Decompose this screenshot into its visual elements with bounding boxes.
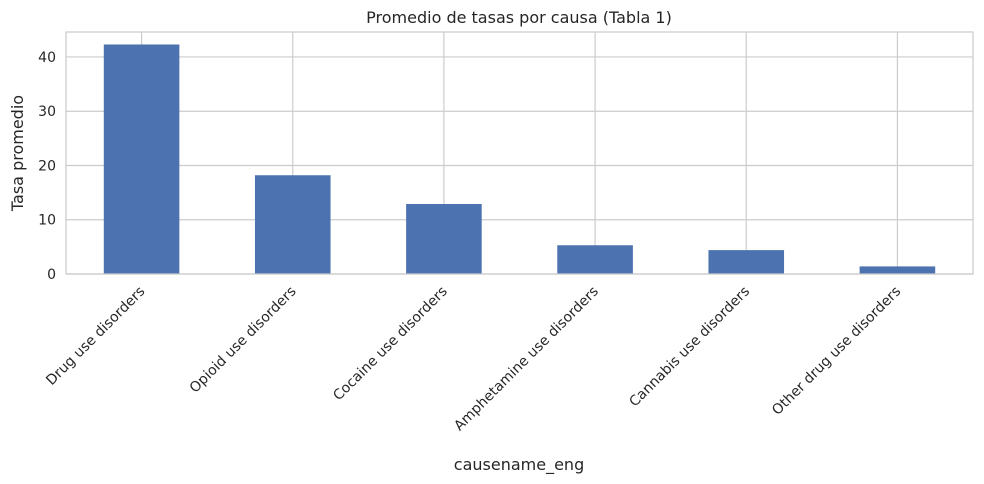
- x-axis-label: causename_eng: [454, 455, 584, 475]
- y-axis-ticks: 0 10 20 30 40: [38, 50, 56, 283]
- bars: [103, 44, 936, 274]
- y-tick-label: 0: [47, 267, 56, 283]
- y-tick-label: 20: [38, 158, 56, 174]
- y-tick-label: 30: [38, 104, 56, 120]
- bar: [254, 175, 331, 274]
- plot-frame: [65, 31, 974, 275]
- y-tick-label: 40: [38, 50, 56, 66]
- y-tick-label: 10: [38, 213, 56, 229]
- bar: [557, 245, 633, 274]
- gridlines: [66, 32, 973, 275]
- bar: [708, 250, 785, 274]
- bar: [406, 204, 482, 274]
- bar: [859, 266, 936, 274]
- bar: [103, 44, 180, 274]
- y-axis-label: Tasa promedio: [8, 95, 27, 212]
- chart-title: Promedio de tasas por causa (Tabla 1): [366, 8, 672, 27]
